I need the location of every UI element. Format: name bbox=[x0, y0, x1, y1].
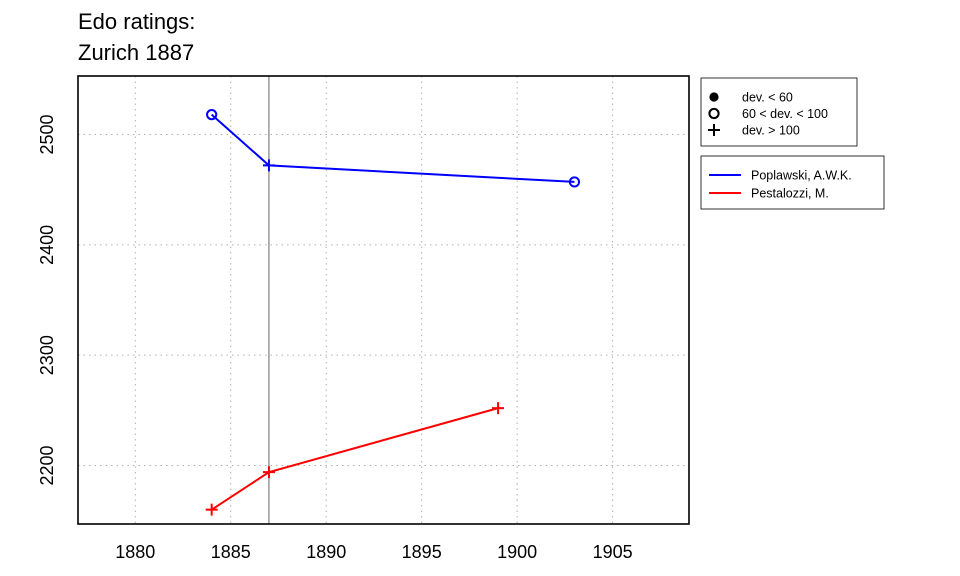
plot-frame bbox=[77, 75, 690, 525]
legend-marker-2 bbox=[708, 124, 720, 136]
series-legend: Poplawski, A.W.K. Pestalozzi, M. bbox=[700, 155, 885, 210]
y-tick-label: 2500 bbox=[37, 114, 57, 154]
legend-marker-label: dev. < 60 bbox=[742, 91, 793, 105]
data-point-1-1 bbox=[262, 466, 275, 479]
legend-series-label: Pestalozzi, M. bbox=[751, 187, 829, 201]
series-legend-box bbox=[700, 155, 885, 210]
data-point-0-1 bbox=[262, 159, 275, 172]
chart-title-line-2: Zurich 1887 bbox=[78, 40, 194, 65]
legend-marker-label: dev. > 100 bbox=[742, 124, 800, 138]
y-axis: 2200 2300 2400 2500 bbox=[37, 114, 57, 485]
legend-marker-label: 60 < dev. < 100 bbox=[742, 107, 828, 121]
series-layer bbox=[205, 109, 581, 516]
x-tick-label: 1895 bbox=[402, 542, 442, 562]
grid-lines bbox=[78, 76, 689, 524]
x-tick-label: 1890 bbox=[306, 542, 346, 562]
data-point-1-0 bbox=[205, 503, 218, 516]
data-point-0-0 bbox=[206, 109, 218, 121]
marker-legend: dev. < 60 60 < dev. < 100 dev. > 100 bbox=[700, 77, 858, 147]
series-line-0 bbox=[210, 113, 575, 183]
x-axis: 1880 1885 1890 1895 1900 1905 bbox=[115, 542, 632, 562]
y-tick-label: 2400 bbox=[37, 225, 57, 265]
marker-legend-box bbox=[700, 77, 858, 147]
data-point-0-2 bbox=[568, 176, 581, 188]
data-point-1-2 bbox=[492, 402, 505, 415]
legend-marker-1 bbox=[708, 107, 720, 120]
y-tick-label: 2200 bbox=[37, 445, 57, 485]
x-tick-label: 1885 bbox=[211, 542, 251, 562]
x-tick-label: 1880 bbox=[115, 542, 155, 562]
legend-marker-0 bbox=[709, 92, 719, 102]
x-tick-label: 1900 bbox=[497, 542, 537, 562]
chart-title-line-1: Edo ratings: bbox=[78, 9, 195, 34]
y-tick-label: 2300 bbox=[37, 335, 57, 375]
x-tick-label: 1905 bbox=[593, 542, 633, 562]
series-line-1 bbox=[211, 407, 499, 511]
legend-series-label: Poplawski, A.W.K. bbox=[751, 169, 852, 183]
